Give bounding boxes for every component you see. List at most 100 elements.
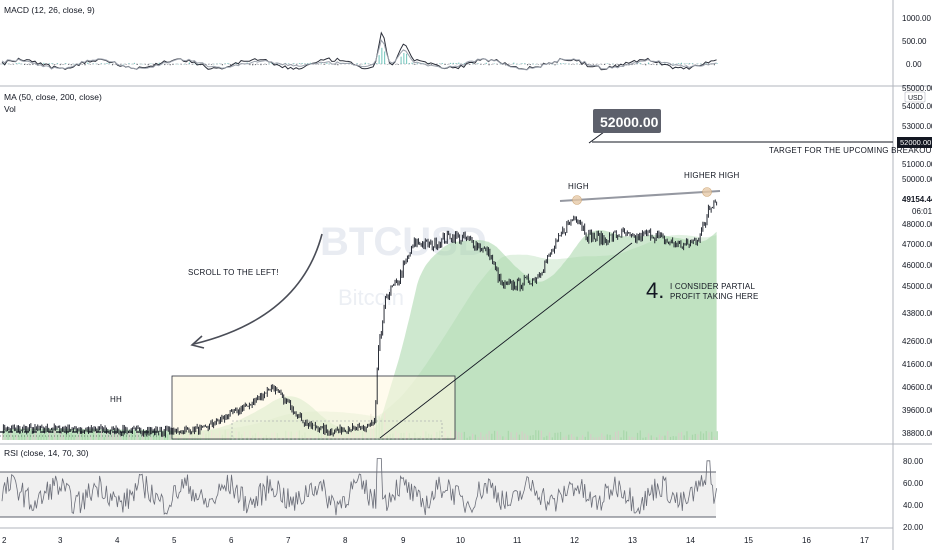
volume-bar (554, 432, 556, 440)
volume-bar (579, 437, 581, 440)
bar-countdown: 06:01 (912, 207, 932, 216)
higher-high-marker[interactable] (702, 187, 712, 197)
macd-hist-bar (384, 51, 386, 64)
macd-hist-bar (7, 63, 9, 65)
range-box[interactable] (171, 375, 456, 440)
macd-hist-bar (436, 64, 438, 65)
volume-bar (461, 432, 463, 440)
main-pane[interactable]: MA (50, close, 200, close) Vol HIGH HIGH… (0, 92, 932, 440)
macd-hist-bar (672, 63, 674, 65)
macd-hist-bar (326, 62, 328, 64)
macd-hist-bar (21, 63, 23, 65)
currency-badge[interactable] (904, 91, 926, 103)
high-label[interactable]: HIGH (568, 182, 589, 191)
price-tick-11: 41600.00 (902, 360, 932, 369)
volume-bar (689, 437, 691, 440)
target-callout-box[interactable] (593, 109, 661, 133)
volume-bar (81, 432, 83, 440)
resistance-line[interactable] (559, 190, 721, 202)
macd-hist-bar (680, 62, 682, 64)
volume-bar (164, 432, 166, 440)
macd-hist-bar (323, 64, 325, 65)
volume-bar (518, 434, 520, 440)
macd-hist-bar (521, 63, 523, 64)
macd-hist-bar (122, 63, 125, 65)
macd-hist-bar (367, 63, 369, 64)
hh-label[interactable]: HH (110, 395, 122, 404)
macd-hist-bar (219, 63, 221, 65)
macd-hist-bar (493, 63, 496, 65)
volume-bar (29, 431, 31, 440)
macd-hist-bar (540, 64, 542, 65)
time-axis[interactable]: 2 3 4 5 6 7 8 9 10 11 12 13 14 15 16 17 (2, 536, 869, 545)
ma-label[interactable]: MA (50, close, 200, close) (4, 92, 102, 102)
rsi-label[interactable]: RSI (close, 14, 70, 30) (4, 448, 89, 458)
time-tick-7: 9 (401, 536, 406, 545)
volume-bar (169, 433, 171, 440)
macd-hist-bar (12, 64, 15, 65)
time-tick-13: 15 (744, 536, 753, 545)
partial-note-line1[interactable]: I CONSIDER PARTIAL (670, 282, 755, 291)
trend-line[interactable] (379, 242, 633, 439)
macd-hist-bar (87, 62, 89, 64)
macd-hist-bar (109, 63, 111, 64)
macd-hist-bar (224, 63, 226, 64)
macd-hist-bar (381, 47, 383, 64)
volume-bar (92, 431, 94, 440)
step-number[interactable]: 4. (646, 278, 664, 303)
volume-bar (570, 434, 573, 440)
volume-bar (612, 437, 614, 440)
volume-bar (161, 433, 163, 440)
time-tick-10: 12 (570, 536, 579, 545)
macd-hist-bar (337, 64, 339, 66)
macd-hist-bar (386, 64, 388, 65)
macd-hist-bar (603, 64, 606, 66)
macd-hist-bar (535, 63, 537, 65)
volume-bar (144, 430, 147, 440)
volume-bar (606, 434, 608, 440)
volume-bar (56, 434, 59, 440)
macd-hist-bar (309, 62, 311, 64)
macd-hist-bar (100, 63, 103, 64)
vol-label[interactable]: Vol (4, 104, 16, 114)
volume-bar (10, 431, 12, 440)
price-candles[interactable] (2, 199, 718, 438)
volume-bar (12, 435, 15, 440)
volume-bar (95, 430, 97, 440)
macd-hist-bar (551, 63, 553, 65)
volume-bar (18, 436, 20, 440)
partial-note-line2[interactable]: PROFIT TAKING HERE (670, 292, 759, 301)
volume-bar (675, 436, 677, 440)
macd-hist-bar (650, 64, 652, 65)
macd-tick-0: 1000.00 (902, 14, 931, 23)
macd-hist-bar (114, 64, 116, 65)
macd-hist-bar (477, 63, 479, 64)
volume-bar (557, 432, 559, 440)
price-axis[interactable]: 1000.00 500.00 0.00 55000.00 USD 54000.0… (897, 14, 932, 532)
scroll-arrow[interactable] (193, 233, 323, 345)
macd-pane[interactable]: MACD (12, 26, close, 9) (0, 5, 718, 71)
rsi-tick-2: 40.00 (903, 501, 924, 510)
macd-label[interactable]: MACD (12, 26, close, 9) (4, 5, 95, 15)
volume-bar (43, 434, 45, 440)
macd-hist-bar (329, 63, 331, 65)
target-price-badge[interactable] (897, 137, 932, 148)
volume-bar (496, 431, 498, 440)
range-inner-box[interactable] (231, 420, 443, 440)
volume-bar (2, 433, 4, 440)
high-marker[interactable] (572, 195, 582, 205)
scroll-note[interactable]: SCROLL TO THE LEFT! (188, 268, 279, 277)
volume-bar (117, 433, 119, 440)
rsi-pane[interactable]: RSI (close, 14, 70, 30) (0, 448, 717, 518)
target-note[interactable]: TARGET FOR THE UPCOMING BREAKOUT (769, 146, 932, 155)
volume-bar (103, 437, 105, 440)
volume-bar (620, 437, 622, 440)
macd-hist-bar (120, 64, 122, 65)
macd-hist-bar (10, 64, 12, 65)
higher-high-label[interactable]: HIGHER HIGH (684, 171, 740, 180)
volume-bar (155, 435, 158, 440)
macd-hist-bar (584, 64, 586, 65)
macd-hist-bar (307, 63, 309, 64)
volume-bar (713, 436, 716, 440)
